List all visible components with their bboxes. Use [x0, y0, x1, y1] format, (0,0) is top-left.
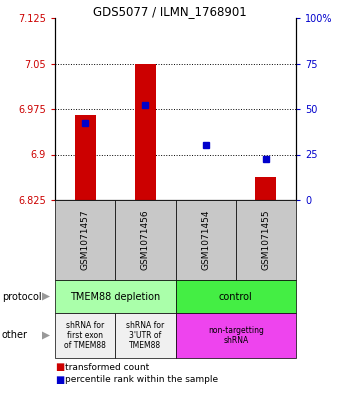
Text: non-targetting
shRNA: non-targetting shRNA	[208, 326, 264, 345]
Bar	[74, 115, 96, 200]
Text: GDS5077 / ILMN_1768901: GDS5077 / ILMN_1768901	[93, 5, 247, 18]
Text: shRNA for
first exon
of TMEM88: shRNA for first exon of TMEM88	[64, 321, 106, 351]
Text: GSM1071454: GSM1071454	[201, 210, 210, 270]
Bar	[255, 177, 276, 200]
Text: control: control	[219, 292, 253, 301]
Text: ■: ■	[55, 362, 64, 372]
Text: protocol: protocol	[2, 292, 41, 301]
Text: TMEM88 depletion: TMEM88 depletion	[70, 292, 160, 301]
Text: transformed count: transformed count	[65, 362, 149, 371]
Text: GSM1071457: GSM1071457	[81, 210, 90, 270]
Text: ■: ■	[55, 375, 64, 385]
Text: percentile rank within the sample: percentile rank within the sample	[65, 375, 218, 384]
Text: shRNA for
3'UTR of
TMEM88: shRNA for 3'UTR of TMEM88	[126, 321, 165, 351]
Text: GSM1071455: GSM1071455	[261, 210, 270, 270]
Text: GSM1071456: GSM1071456	[141, 210, 150, 270]
Text: other: other	[2, 331, 28, 340]
Bar	[135, 64, 156, 200]
